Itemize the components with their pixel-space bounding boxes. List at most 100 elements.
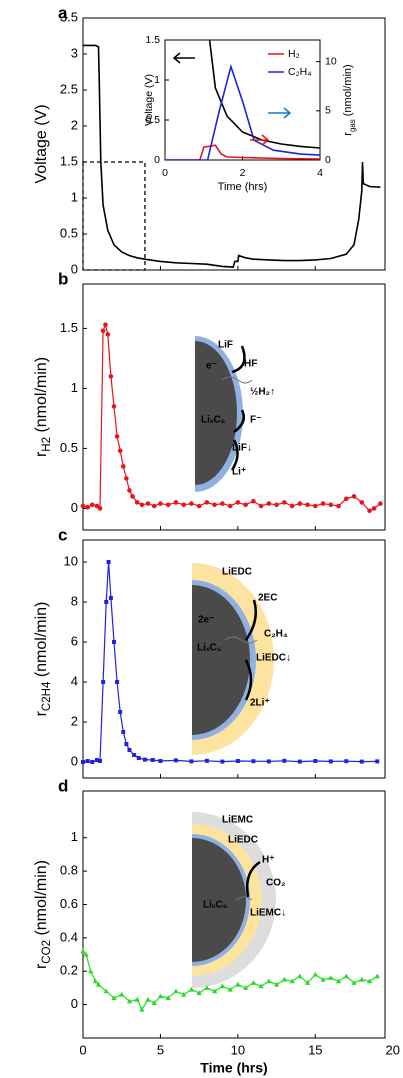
marker <box>251 498 256 504</box>
marker <box>151 1000 157 1005</box>
marker <box>80 948 86 954</box>
y-tick-label: 1.5 <box>60 320 78 335</box>
diagram-label: LiEDC <box>222 567 252 578</box>
marker <box>250 980 256 985</box>
marker <box>127 748 132 752</box>
marker <box>196 503 202 509</box>
x-tick-label: 0 <box>162 167 168 179</box>
legend-label: H₂ <box>288 48 300 60</box>
marker <box>366 978 373 984</box>
y-tick-label: 0.2 <box>60 963 78 978</box>
marker <box>139 1006 145 1012</box>
marker <box>204 985 210 990</box>
y-tick-label: 1 <box>71 189 78 204</box>
y2-tick-label: 5 <box>325 105 331 117</box>
panel-label: c <box>58 525 67 544</box>
marker <box>165 502 171 508</box>
marker <box>103 988 109 994</box>
marker <box>212 502 217 508</box>
y-tick-label: 8 <box>71 593 78 608</box>
x-tick-label: 10 <box>231 1042 245 1057</box>
marker <box>126 998 133 1004</box>
label-main: r <box>33 710 50 716</box>
panel-label: a <box>58 3 68 22</box>
y-axis-label: rCO2 (nmol/min) <box>33 860 53 969</box>
marker <box>297 501 303 506</box>
marker <box>115 680 120 684</box>
marker <box>94 503 100 509</box>
marker <box>282 500 287 505</box>
marker <box>212 988 218 994</box>
y-tick-label: 1 <box>154 74 160 86</box>
diagram-label: ½H₂↑ <box>250 387 275 398</box>
diagram-b <box>195 336 253 492</box>
marker <box>344 759 349 764</box>
marker <box>204 758 209 763</box>
marker <box>312 971 318 977</box>
marker <box>106 560 111 564</box>
marker <box>227 503 233 509</box>
series <box>165 144 320 160</box>
marker <box>336 503 341 509</box>
diagram-label: LiEDC↓ <box>256 653 291 664</box>
marker <box>258 503 264 509</box>
data-line <box>165 63 320 160</box>
marker <box>375 759 380 764</box>
series <box>83 44 381 268</box>
marker <box>97 506 103 511</box>
marker <box>343 496 349 502</box>
marker <box>258 983 264 989</box>
marker <box>120 464 126 469</box>
marker <box>359 976 365 982</box>
marker <box>359 759 364 764</box>
diagram-label: LiEMC <box>222 815 253 826</box>
marker <box>85 759 90 763</box>
marker <box>243 985 249 990</box>
marker <box>173 758 178 763</box>
panel-label: d <box>58 776 68 795</box>
marker <box>320 501 326 506</box>
marker <box>117 448 123 454</box>
marker <box>359 500 365 505</box>
marker <box>89 502 95 508</box>
marker <box>220 759 225 764</box>
diagram-label: e⁻ <box>206 361 217 372</box>
marker <box>196 990 202 995</box>
marker <box>374 973 380 979</box>
diagram-label: H⁺ <box>262 855 275 866</box>
y-tick-label: 1.5 <box>145 34 160 46</box>
marker <box>351 494 357 499</box>
marker <box>165 995 171 1000</box>
marker <box>94 758 99 762</box>
marker <box>124 742 129 746</box>
marker <box>104 600 109 604</box>
marker <box>188 986 195 992</box>
marker <box>320 976 326 982</box>
y-tick-label: 0 <box>71 261 78 276</box>
marker <box>289 978 295 984</box>
marker <box>103 322 108 328</box>
diagram-label: LiF <box>218 340 233 351</box>
diagram-label: 2e⁻ <box>198 615 214 626</box>
marker <box>80 503 86 509</box>
y-tick-label: 0 <box>71 996 78 1011</box>
diagram-label: LiₓC₆ <box>203 900 227 911</box>
marker <box>235 759 240 763</box>
diagram-label: Li⁺ <box>232 467 246 478</box>
x-tick-label: 0 <box>79 1042 86 1057</box>
marker <box>85 504 90 510</box>
x-tick-label: 5 <box>157 1042 164 1057</box>
diagram-label: C₂H₄ <box>264 629 288 640</box>
label-sub: gas <box>348 119 357 132</box>
diagram-c <box>192 563 274 755</box>
marker <box>132 753 137 757</box>
marker <box>150 758 155 762</box>
marker <box>235 500 241 505</box>
marker <box>173 988 179 994</box>
data-line <box>208 40 320 149</box>
marker <box>139 502 145 508</box>
marker <box>273 981 280 987</box>
marker <box>343 973 349 979</box>
y-tick-label: 0.6 <box>60 896 78 911</box>
